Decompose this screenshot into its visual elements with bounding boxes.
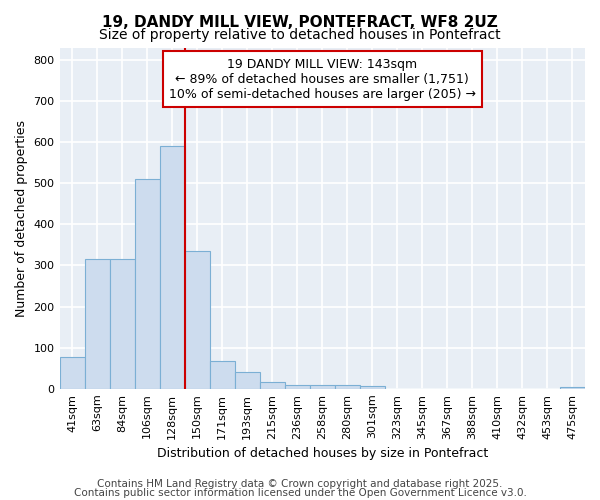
Bar <box>235 372 260 389</box>
Bar <box>59 356 85 389</box>
Bar <box>85 260 110 389</box>
Bar <box>209 361 235 389</box>
Text: Size of property relative to detached houses in Pontefract: Size of property relative to detached ho… <box>99 28 501 42</box>
X-axis label: Distribution of detached houses by size in Pontefract: Distribution of detached houses by size … <box>157 447 488 460</box>
Bar <box>134 179 160 389</box>
Bar <box>560 386 585 389</box>
Text: Contains public sector information licensed under the Open Government Licence v3: Contains public sector information licen… <box>74 488 526 498</box>
Bar <box>360 386 385 389</box>
Text: 19, DANDY MILL VIEW, PONTEFRACT, WF8 2UZ: 19, DANDY MILL VIEW, PONTEFRACT, WF8 2UZ <box>102 15 498 30</box>
Bar <box>335 384 360 389</box>
Bar <box>310 384 335 389</box>
Bar <box>185 251 209 389</box>
Bar <box>110 260 134 389</box>
Text: Contains HM Land Registry data © Crown copyright and database right 2025.: Contains HM Land Registry data © Crown c… <box>97 479 503 489</box>
Y-axis label: Number of detached properties: Number of detached properties <box>15 120 28 316</box>
Bar <box>260 382 285 389</box>
Text: 19 DANDY MILL VIEW: 143sqm
← 89% of detached houses are smaller (1,751)
10% of s: 19 DANDY MILL VIEW: 143sqm ← 89% of deta… <box>169 58 476 100</box>
Bar <box>285 384 310 389</box>
Bar <box>160 146 185 389</box>
